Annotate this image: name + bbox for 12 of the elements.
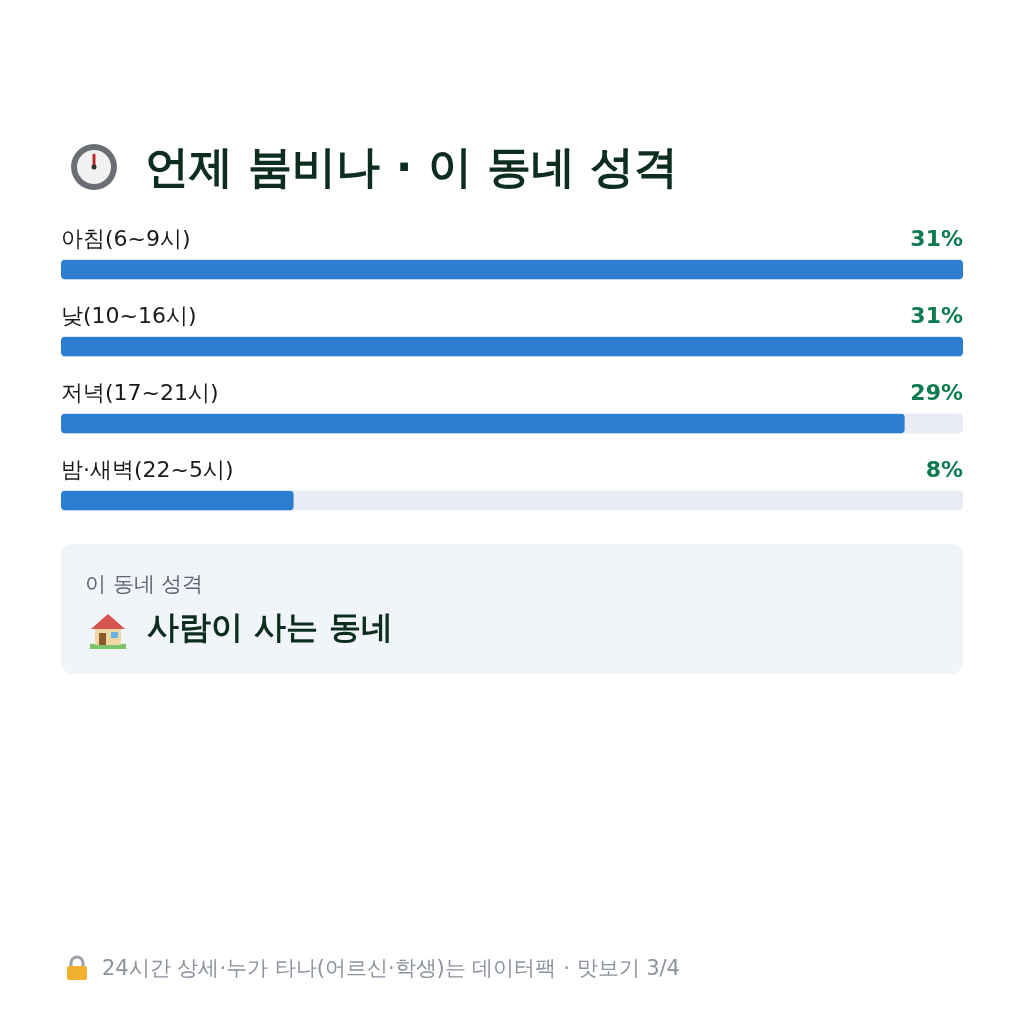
data-label: 31% — [910, 302, 963, 328]
text: 이 동네 성격 — [85, 571, 204, 598]
y-tick-label: 저녁(17~21시) — [61, 379, 219, 405]
chart-title: 언제 붐비나 · 이 동네 성격 — [145, 140, 679, 194]
text: 24시간 상세·누가 타나(어르신·학생)는 데이터팩 · 맛보기 3/4 — [102, 955, 680, 982]
text: 사람이 사는 동네 — [147, 607, 394, 648]
data-label: 31% — [910, 225, 963, 251]
data-label: 8% — [925, 456, 963, 482]
y-tick-label: 낮(10~16시) — [61, 302, 197, 328]
data-label: 29% — [910, 379, 963, 405]
y-tick-label: 아침(6~9시) — [61, 225, 191, 251]
y-tick-label: 밤·새벽(22~5시) — [61, 456, 234, 482]
